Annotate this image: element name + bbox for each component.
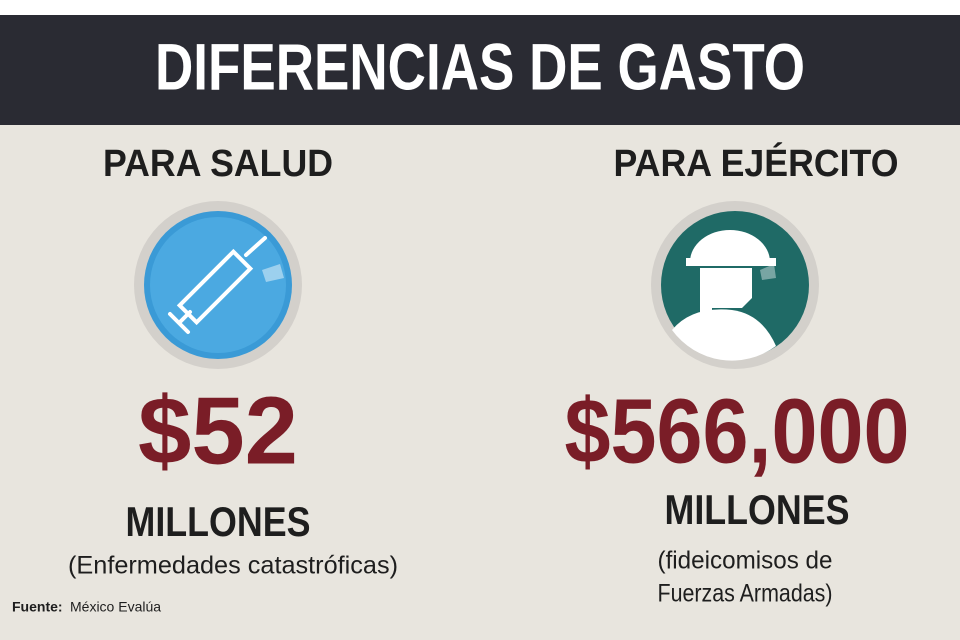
header-band [0,15,960,125]
column-heading: PARA SALUD [103,143,333,185]
unit: MILLONES [126,498,311,545]
column-heading: PARA EJÉRCITO [614,141,899,185]
syringe-icon [134,201,302,369]
title: DIFERENCIAS DE GASTO [155,29,805,103]
amount: $566,000 [565,380,910,482]
note-line: (Enfermedades catastróficas) [68,552,398,580]
note-line: (fideicomisos de [658,547,833,575]
soldier-icon [651,201,819,369]
amount: $52 [138,377,298,484]
note-line: Fuerzas Armadas) [658,580,833,608]
source-text: México Evalúa [70,599,161,615]
source-label: Fuente: [12,599,63,615]
top-margin [0,0,960,15]
unit: MILLONES [665,486,850,533]
